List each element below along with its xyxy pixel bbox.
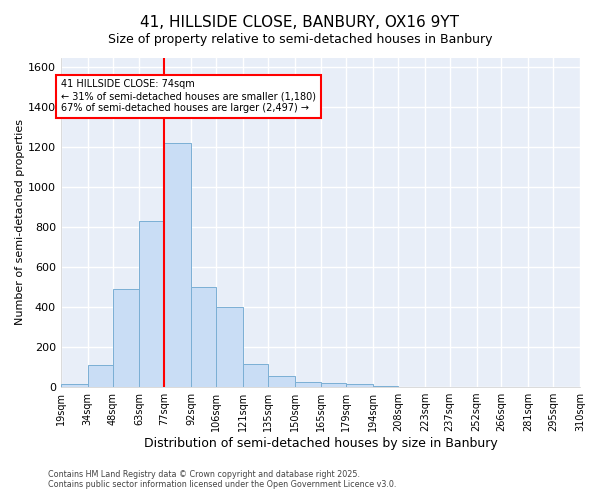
Bar [61, 384, 88, 387]
Text: 41 HILLSIDE CLOSE: 74sqm
← 31% of semi-detached houses are smaller (1,180)
67% o: 41 HILLSIDE CLOSE: 74sqm ← 31% of semi-d… [61, 80, 316, 112]
Bar [164, 144, 191, 387]
Bar [139, 222, 164, 387]
Text: Contains HM Land Registry data © Crown copyright and database right 2025.
Contai: Contains HM Land Registry data © Crown c… [48, 470, 397, 489]
Bar [295, 382, 321, 387]
X-axis label: Distribution of semi-detached houses by size in Banbury: Distribution of semi-detached houses by … [143, 437, 497, 450]
Bar [191, 287, 216, 387]
Text: Size of property relative to semi-detached houses in Banbury: Size of property relative to semi-detach… [108, 32, 492, 46]
Bar [373, 386, 398, 387]
Bar [113, 289, 139, 387]
Bar [243, 364, 268, 387]
Bar [88, 365, 113, 387]
Y-axis label: Number of semi-detached properties: Number of semi-detached properties [15, 120, 25, 326]
Bar [321, 383, 346, 387]
Text: 41, HILLSIDE CLOSE, BANBURY, OX16 9YT: 41, HILLSIDE CLOSE, BANBURY, OX16 9YT [140, 15, 460, 30]
Bar [216, 307, 243, 387]
Bar [268, 376, 295, 387]
Bar [346, 384, 373, 387]
